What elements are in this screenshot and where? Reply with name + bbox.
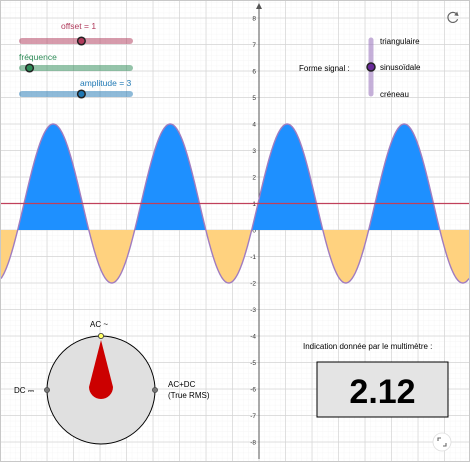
refresh-icon[interactable] [447, 11, 459, 23]
y-tick-label: 3 [252, 148, 256, 155]
slider-offset-label: offset = 1 [61, 21, 96, 31]
meter-true-rms-label: (True RMS) [168, 391, 210, 400]
y-tick-label: -2 [250, 281, 256, 288]
meter-ac-label: AC ~ [90, 320, 108, 329]
slider-frequence-knob[interactable] [25, 63, 35, 73]
y-axis-ticks: 8 7 6 5 4 3 2 1 0 -1 -2 -3 -4 -5 -6 -7 -8 [250, 16, 256, 447]
multimeter-display: Indication donnée par le multimètre : 2.… [303, 342, 449, 418]
signal-form-knob[interactable] [366, 62, 376, 72]
signal-form-label: Forme signal : [299, 64, 350, 73]
meter-mode-dc-dot[interactable] [44, 387, 50, 393]
y-tick-label: 8 [252, 16, 256, 23]
slider-offset[interactable]: offset = 1 [19, 21, 133, 46]
meter-needle[interactable] [89, 340, 113, 399]
waveform-positive-fill [1, 124, 469, 230]
signal-option-triangulaire[interactable]: triangulaire [380, 37, 420, 46]
y-axis-arrow [256, 3, 262, 9]
y-tick-label: -8 [250, 440, 256, 447]
waveform-negative-fill [1, 230, 469, 283]
y-tick-label: 4 [252, 122, 256, 129]
waveform-curve [1, 123, 469, 284]
y-tick-label: -5 [250, 360, 256, 367]
meter-dc-label: DC ⎓ [14, 386, 35, 395]
y-tick-label: -6 [250, 387, 256, 394]
y-tick-label: -1 [250, 254, 256, 261]
multimeter-screen [316, 361, 449, 418]
meter-mode-ac-dot[interactable] [98, 332, 105, 339]
fullscreen-icon[interactable] [432, 432, 452, 452]
y-tick-label: 5 [252, 95, 256, 102]
meter-mode-acdc-dot[interactable] [152, 387, 158, 393]
slider-amplitude-knob[interactable] [76, 89, 86, 99]
slider-frequence-label: fréquence [19, 52, 57, 62]
y-tick-label: -3 [250, 307, 256, 314]
meter-acdc-label: AC+DC [168, 380, 196, 389]
y-tick-label: 1 [252, 201, 256, 208]
slider-offset-knob[interactable] [76, 36, 86, 46]
slider-frequence[interactable]: fréquence [19, 52, 133, 73]
signal-option-creneau[interactable]: créneau [380, 90, 409, 99]
slider-amplitude-label: amplitude = 3 [80, 78, 132, 88]
signal-form-selector[interactable]: Forme signal : triangulaire sinusoïdale … [299, 37, 421, 99]
y-tick-label: -7 [250, 413, 256, 420]
y-tick-label: 6 [252, 69, 256, 76]
multimeter-value: 2.12 [349, 373, 415, 411]
signal-option-sinusoidale[interactable]: sinusoïdale [380, 63, 421, 72]
y-tick-label: 2 [252, 175, 256, 182]
multimeter-title: Indication donnée par le multimètre : [303, 342, 432, 351]
y-tick-label: -4 [250, 334, 256, 341]
y-tick-label: 0 [252, 228, 256, 235]
slider-amplitude[interactable]: amplitude = 3 [19, 78, 133, 99]
y-tick-label: 7 [252, 42, 256, 49]
meter-dial[interactable]: AC ~ DC ⎓ AC+DC (True RMS) [14, 320, 210, 445]
waveform-fill [1, 124, 469, 283]
